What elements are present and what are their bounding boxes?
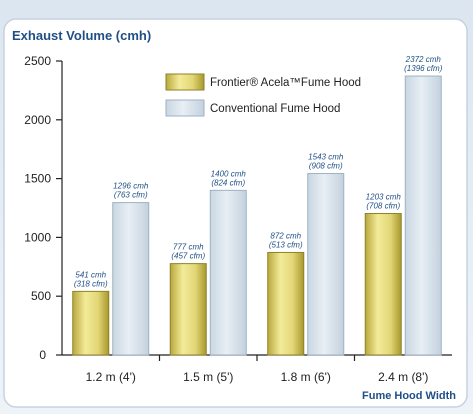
legend-swatch-conventional — [165, 99, 205, 117]
bar-value-label-cfm: (763 cfm) — [114, 191, 148, 200]
bar-value-label: 1296 cmh — [113, 182, 149, 191]
x-axis-title: Fume Hood Width — [362, 390, 456, 402]
bar-conventional — [404, 75, 442, 356]
chart-title: Exhaust Volume (cmh) — [12, 28, 151, 43]
y-tick-label: 500 — [31, 289, 51, 303]
bar-conventional — [112, 202, 150, 356]
legend-label-frontier: Frontier® Acela™Fume Hood — [210, 77, 361, 89]
axes: 0 500 1000 1500 2000 2500 1.2 m (4') 1.5 m (5')… — [24, 54, 452, 384]
bar-value-label: 1203 cmh — [366, 193, 402, 202]
legend-swatch-frontier — [165, 73, 205, 91]
bar-conventional — [209, 189, 247, 356]
bar-value-label-cfm: (908 cfm) — [309, 162, 343, 171]
bar-value-label: 872 cmh — [270, 231, 301, 240]
bar-value-label-cfm: (1396 cfm) — [404, 64, 443, 73]
y-tick-label: 0 — [39, 348, 46, 362]
bar-value-label-cfm: (824 cfm) — [211, 178, 245, 187]
bar-value-label-cfm: (457 cfm) — [171, 252, 205, 261]
y-tick-label: 1500 — [24, 172, 51, 186]
bar-value-label: 541 cmh — [75, 270, 106, 279]
bar-frontier — [169, 263, 207, 356]
bar-value-label-cfm: (708 cfm) — [366, 202, 400, 211]
y-tick-label: 1000 — [24, 230, 51, 244]
bar-frontier — [72, 290, 110, 356]
x-tick-label: 2.4 m (8') — [378, 370, 428, 384]
bars: 541 cmh(318 cfm) 1296 cmh(763 cfm) 777 cmh… — [72, 55, 443, 356]
bar-value-label: 777 cmh — [173, 243, 204, 252]
bar-value-label: 2372 cmh — [405, 55, 442, 64]
bar-conventional — [307, 173, 345, 356]
legend: Frontier® Acela™Fume Hood Conventional Fu… — [165, 73, 361, 117]
x-tick-label: 1.5 m (5') — [183, 370, 233, 384]
bar-value-label-cfm: (318 cfm) — [74, 279, 108, 288]
bar-value-label: 1543 cmh — [308, 153, 344, 162]
bar-frontier — [267, 251, 305, 356]
x-tick-label: 1.2 m (4') — [86, 370, 136, 384]
y-tick-label: 2000 — [24, 113, 51, 127]
bar-value-label: 1400 cmh — [211, 169, 247, 178]
bar-value-label-cfm: (513 cfm) — [269, 240, 303, 249]
y-tick-label: 2500 — [24, 54, 51, 68]
legend-label-conventional: Conventional Fume Hood — [210, 103, 340, 115]
x-tick-label: 1.8 m (6') — [281, 370, 331, 384]
bar-frontier — [364, 213, 402, 356]
